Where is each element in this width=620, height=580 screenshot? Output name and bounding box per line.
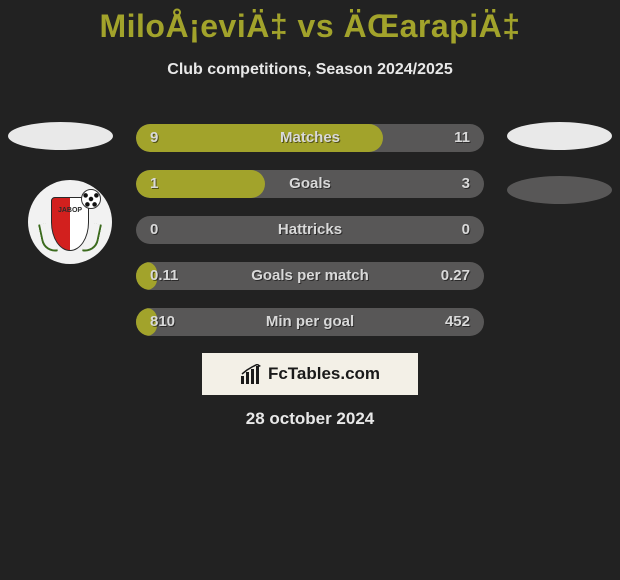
stat-bar: 810Min per goal452 bbox=[136, 308, 484, 336]
stat-right-value: 452 bbox=[445, 308, 470, 336]
stat-bar: 9Matches11 bbox=[136, 124, 484, 152]
stat-label: Goals per match bbox=[136, 262, 484, 290]
player2-club-placeholder bbox=[507, 176, 612, 204]
stat-right-value: 11 bbox=[454, 124, 470, 152]
stat-label: Min per goal bbox=[136, 308, 484, 336]
page-title: MiloÅ¡eviÄ‡ vs ÄŒarapiÄ‡ bbox=[0, 0, 620, 45]
snapshot-date: 28 october 2024 bbox=[0, 409, 620, 429]
stat-bar: 0.11Goals per match0.27 bbox=[136, 262, 484, 290]
stat-bar: 1Goals3 bbox=[136, 170, 484, 198]
branding-box: FcTables.com bbox=[202, 353, 418, 395]
player2-badge-placeholder bbox=[507, 122, 612, 150]
comparison-bars: 9Matches11 1Goals3 0Hattricks0 0.11Goals pe… bbox=[136, 124, 484, 354]
branding-text: FcTables.com bbox=[268, 364, 380, 384]
stat-right-value: 3 bbox=[462, 170, 470, 198]
bar-chart-icon bbox=[240, 364, 264, 384]
soccer-ball-icon bbox=[81, 189, 101, 209]
team-logo-text: JABOP bbox=[37, 207, 103, 214]
stat-label: Matches bbox=[136, 124, 484, 152]
stat-bar: 0Hattricks0 bbox=[136, 216, 484, 244]
stat-right-value: 0 bbox=[462, 216, 470, 244]
player1-badge-placeholder bbox=[8, 122, 113, 150]
page-subtitle: Club competitions, Season 2024/2025 bbox=[0, 61, 620, 79]
stat-label: Hattricks bbox=[136, 216, 484, 244]
stat-right-value: 0.27 bbox=[441, 262, 470, 290]
team-logo: JABOP bbox=[28, 180, 112, 264]
stat-label: Goals bbox=[136, 170, 484, 198]
